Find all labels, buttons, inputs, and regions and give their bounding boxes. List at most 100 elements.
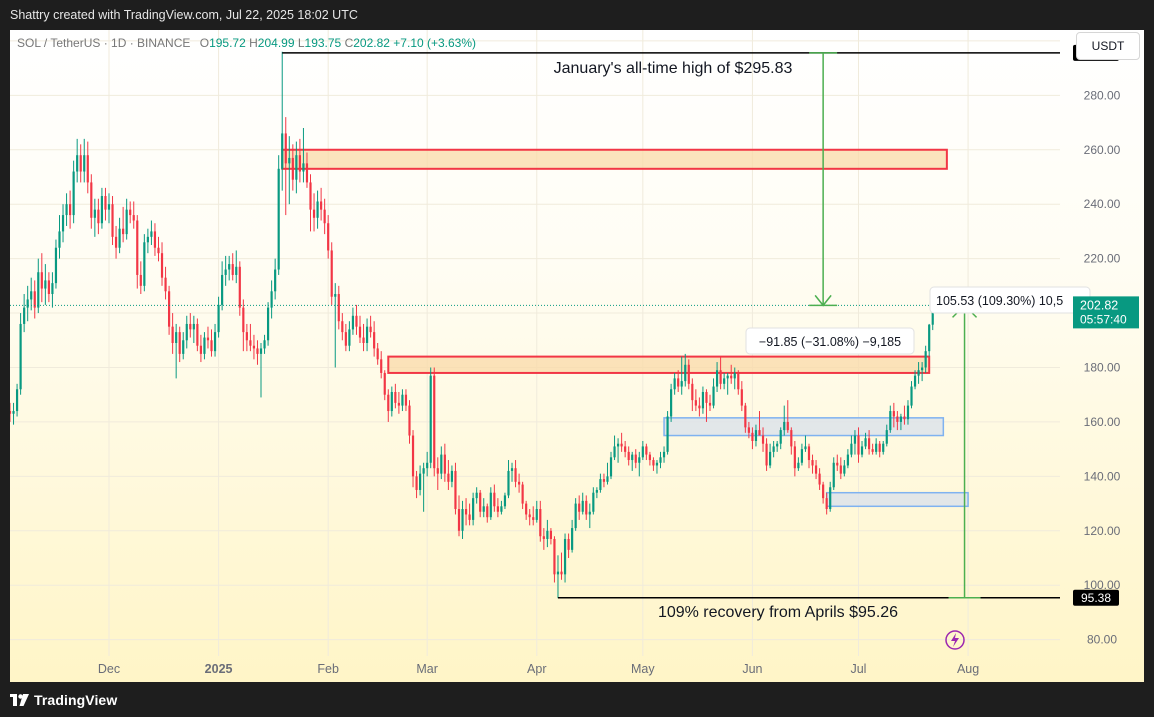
candle-body <box>295 155 298 180</box>
candle-body <box>440 454 443 474</box>
candle-body <box>804 446 807 450</box>
candle-body <box>288 157 291 164</box>
level-price-label: 95.38 <box>1081 591 1111 605</box>
candle-body <box>189 323 192 330</box>
candle-body <box>744 405 747 428</box>
countdown-label: 05:57:40 <box>1080 312 1127 326</box>
candle-body <box>670 389 673 417</box>
candle-body <box>61 215 65 232</box>
symbol-legend: SOL / TetherUS · 1D · BINANCE O195.72 H2… <box>17 36 476 50</box>
candle-body <box>242 307 245 333</box>
candle-body <box>104 196 107 210</box>
y-tick-label: 120.00 <box>1084 524 1121 538</box>
candle-body <box>125 209 128 235</box>
candle-body <box>12 411 15 414</box>
candle-body <box>15 389 19 412</box>
tradingview-logo-icon <box>10 694 29 706</box>
candle-body <box>726 375 729 379</box>
price-chart[interactable]: January's all-time high of $295.83 109% r… <box>10 30 1144 682</box>
candle-body <box>479 492 482 512</box>
lightning-bolt <box>951 633 959 647</box>
candle-body <box>316 201 319 218</box>
candle-body <box>829 487 832 510</box>
candle-body <box>553 538 556 575</box>
chart-frame[interactable]: January's all-time high of $295.83 109% r… <box>10 30 1144 682</box>
candle-body <box>532 517 535 520</box>
candle-body <box>839 465 842 474</box>
candle-body <box>917 370 920 376</box>
candle-body <box>867 438 871 450</box>
candle-body <box>705 391 708 403</box>
candle-body <box>93 209 96 218</box>
candle-body <box>832 462 835 488</box>
candle-body <box>793 446 796 469</box>
candle-body <box>443 454 446 474</box>
candle-body <box>178 332 181 354</box>
candle-body <box>90 182 93 218</box>
candle-body <box>546 530 549 539</box>
x-tick-label: Jun <box>742 662 762 676</box>
candle-body <box>503 495 507 507</box>
candle-body <box>450 470 454 482</box>
candle-body <box>620 443 623 447</box>
candle-body <box>327 223 330 251</box>
candle-body <box>694 400 697 406</box>
candle-body <box>100 196 104 224</box>
candle-body <box>645 446 648 455</box>
candle-body <box>931 305 934 325</box>
candle-body <box>751 432 754 441</box>
candle-body <box>708 402 712 406</box>
candle-body <box>334 294 337 297</box>
candle-body <box>40 272 43 289</box>
candle-body <box>857 435 860 455</box>
candle-body <box>542 536 545 539</box>
candle-body <box>846 454 849 466</box>
symbol-label[interactable]: SOL / TetherUS · 1D · BINANCE <box>17 36 191 50</box>
candle-body <box>365 326 369 343</box>
candle-body <box>850 443 853 455</box>
candle-body <box>97 209 100 224</box>
measure-label: −91.85 (−31.08%) −9,185 <box>759 335 901 349</box>
close-label: C <box>344 36 354 50</box>
y-tick-label: 160.00 <box>1084 415 1121 429</box>
candle-body <box>192 323 195 330</box>
chart-credit: Shattry created with TradingView.com, Ju… <box>10 8 358 22</box>
candle-body <box>118 228 121 248</box>
candle-body <box>616 443 620 447</box>
measure-label: 105.53 (109.30%) 10,5 <box>936 294 1063 308</box>
measures-layer: −91.85 (−31.08%) −9,185 105.53 (109.30%) … <box>745 52 1091 599</box>
candle-body <box>585 500 588 515</box>
candle-body <box>387 394 390 412</box>
candle-body <box>26 299 29 308</box>
candle-body <box>758 430 761 436</box>
candle-body <box>571 528 574 550</box>
candle-body <box>510 468 514 471</box>
level-annotation: January's all-time high of $295.83 <box>554 60 793 77</box>
candle-body <box>397 402 400 406</box>
y-tick-label: 280.00 <box>1084 88 1121 102</box>
candle-body <box>800 449 804 463</box>
support-zone <box>663 417 945 437</box>
candle-body <box>864 438 867 447</box>
candle-body <box>489 492 492 518</box>
candle-body <box>588 511 591 515</box>
candle-body <box>284 133 287 164</box>
candle-body <box>928 324 931 352</box>
candle-body <box>252 345 256 349</box>
candle-body <box>921 367 924 371</box>
candle-body <box>426 462 429 469</box>
candle-body <box>83 155 86 172</box>
candle-body <box>107 204 111 210</box>
candle-body <box>231 264 234 275</box>
currency-button[interactable]: USDT <box>1076 32 1140 60</box>
candle-body <box>171 326 174 343</box>
candle-body <box>807 446 811 461</box>
candle-body <box>825 498 828 510</box>
candle-body <box>65 204 68 216</box>
candle-body <box>401 394 404 406</box>
candle-body <box>136 220 139 275</box>
candle-body <box>76 155 79 172</box>
candle-body <box>843 465 846 474</box>
candle-body <box>684 364 687 382</box>
candle-body <box>818 473 821 485</box>
